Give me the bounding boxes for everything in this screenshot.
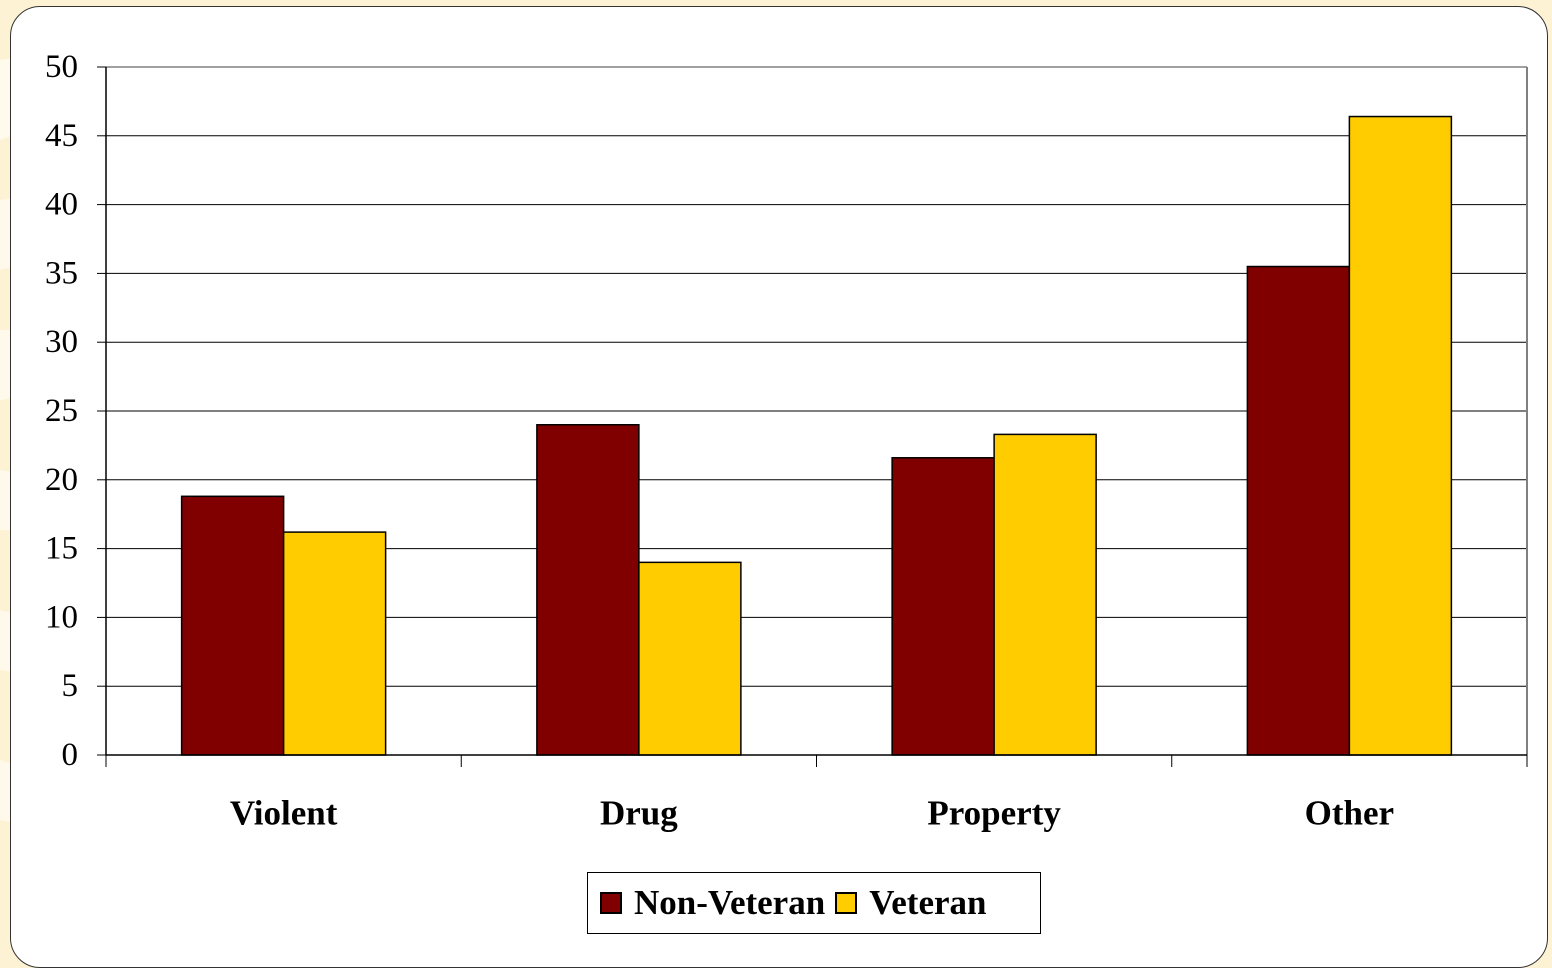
x-category-label-property: Property: [927, 794, 1061, 833]
bar-non-veteran-violent: [180, 495, 285, 756]
y-tick-label-5: 25: [45, 393, 78, 429]
legend-label-veteran: Veteran: [869, 883, 987, 922]
y-axis-tick-labels: 0 5 10 15 20 25 30 35 40 45 50: [45, 49, 78, 773]
bar-veteran-drug: [638, 561, 742, 756]
y-tick-label-8: 40: [45, 187, 78, 223]
bar-veteran-other: [1348, 115, 1453, 756]
bars: [180, 115, 1453, 756]
bar-chart: 0 5 10 15 20 25 30 35 40 45 50 Violent Drug Property…: [45, 49, 1528, 833]
legend-item-veteran: Veteran: [835, 883, 986, 923]
legend: Non-Veteran Veteran: [587, 872, 1041, 934]
y-tick-label-0: 0: [62, 737, 79, 773]
axes: [97, 66, 1528, 767]
x-axis-category-labels: Violent Drug Property Other: [230, 794, 1394, 833]
x-category-label-drug: Drug: [600, 794, 678, 833]
bar-non-veteran-other: [1246, 265, 1351, 756]
bar-veteran-property: [993, 433, 1097, 756]
x-category-label-violent: Violent: [230, 794, 338, 833]
bar-veteran-violent: [282, 531, 387, 756]
legend-swatch-veteran: [835, 892, 858, 914]
x-category-label-other: Other: [1305, 794, 1394, 833]
y-tick-label-7: 35: [45, 255, 78, 291]
y-tick-label-10: 50: [45, 49, 78, 85]
y-tick-label-1: 5: [62, 668, 79, 704]
y-tick-label-3: 15: [45, 531, 78, 567]
y-tick-label-2: 10: [45, 599, 78, 635]
legend-swatch-non-veteran: [600, 892, 622, 914]
legend-item-non-veteran: Non-Veteran: [600, 883, 825, 923]
bar-non-veteran-drug: [536, 424, 640, 756]
y-tick-label-9: 45: [45, 118, 78, 154]
y-tick-label-4: 20: [45, 462, 78, 498]
bar-non-veteran-property: [891, 457, 995, 756]
y-tick-label-6: 30: [45, 324, 78, 360]
legend-label-non-veteran: Non-Veteran: [634, 883, 826, 922]
